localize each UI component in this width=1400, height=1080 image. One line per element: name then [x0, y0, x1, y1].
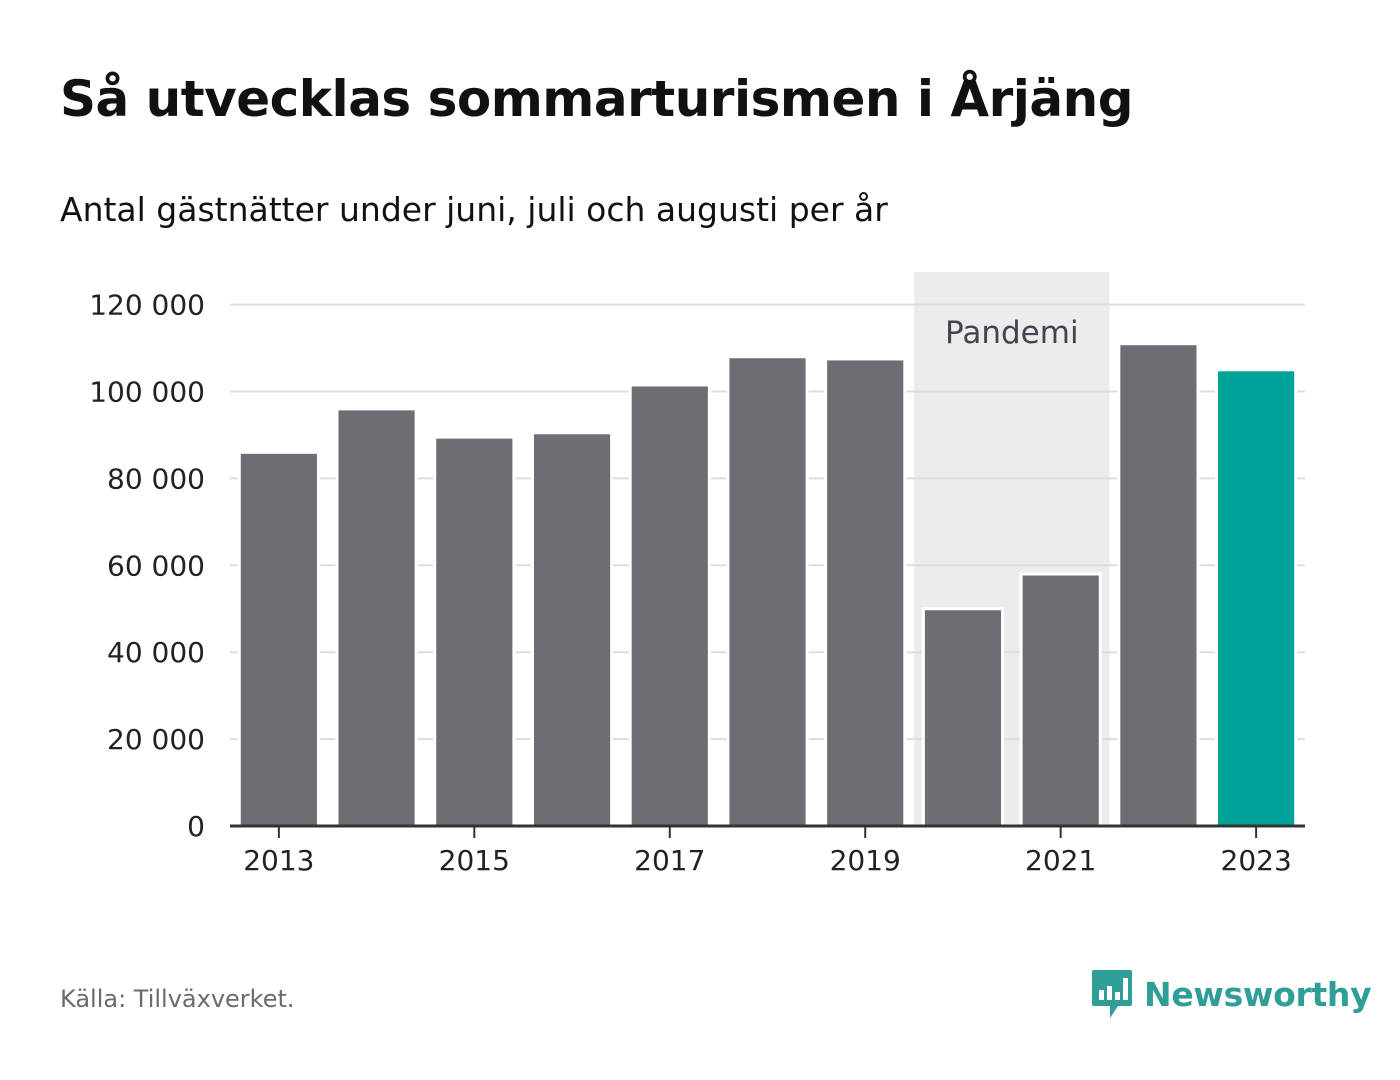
bar-2020	[921, 607, 1005, 828]
y-tick-label: 40 000	[107, 636, 205, 669]
bar-2021	[1019, 572, 1102, 828]
bar-2017	[628, 383, 711, 828]
x-tick-label: 2015	[439, 844, 510, 877]
x-tick-label: 2013	[243, 844, 314, 877]
y-tick-label: 80 000	[107, 462, 205, 495]
y-tick-label: 0	[187, 810, 205, 843]
y-tick-label: 60 000	[107, 549, 205, 582]
bar-2015	[433, 435, 516, 828]
bar-chart-speech-bubble-icon	[1092, 970, 1132, 1018]
bar-2013	[237, 450, 320, 828]
x-tick-label: 2017	[634, 844, 705, 877]
x-tick-label: 2019	[830, 844, 901, 877]
chart-subtitle: Antal gästnätter under juni, juli och au…	[60, 190, 888, 229]
y-tick-label: 120 000	[89, 289, 205, 322]
bar-2019	[824, 357, 907, 828]
x-tick-label: 2023	[1221, 844, 1292, 877]
brand-name: Newsworthy	[1144, 974, 1372, 1014]
chart-title: Så utvecklas sommarturismen i Årjäng	[60, 70, 1134, 128]
bar-2014	[335, 407, 418, 828]
x-tick-label: 2021	[1025, 844, 1096, 877]
source-note: Källa: Tillväxverket.	[60, 985, 295, 1013]
y-tick-label: 100 000	[89, 375, 205, 408]
bar-2016	[530, 431, 614, 828]
bar-2018	[726, 355, 809, 828]
y-tick-label: 20 000	[107, 723, 205, 756]
newsworthy-logo: Newsworthy	[1090, 968, 1372, 1020]
pandemic-label: Pandemi	[945, 315, 1079, 351]
bar-2022	[1117, 342, 1200, 828]
bar-2023	[1215, 368, 1298, 828]
